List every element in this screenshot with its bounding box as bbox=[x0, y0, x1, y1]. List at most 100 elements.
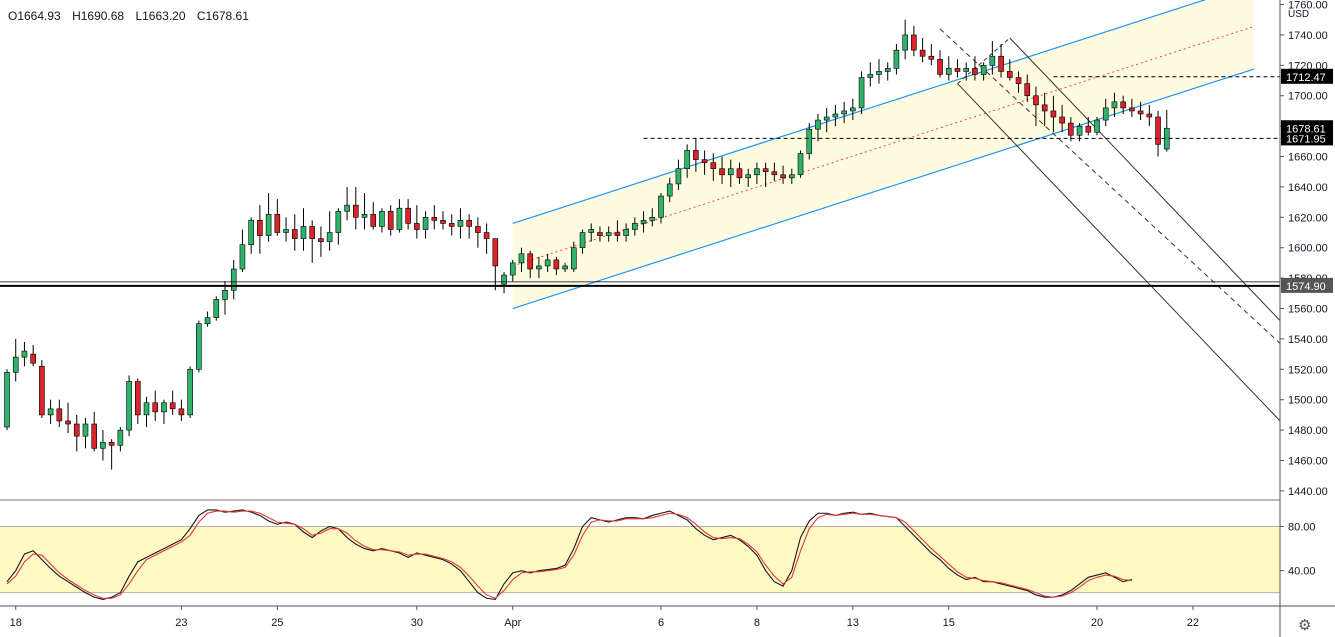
candle-body bbox=[570, 247, 577, 270]
candle-body bbox=[754, 168, 760, 176]
price-tick-label: 1760.00 bbox=[1288, 0, 1328, 12]
candle bbox=[954, 59, 961, 78]
candle-body bbox=[893, 49, 900, 69]
candle bbox=[536, 256, 542, 279]
candle-body bbox=[640, 220, 647, 224]
candle bbox=[414, 205, 420, 239]
pitchfork-upper-line bbox=[1009, 37, 1281, 321]
stoch-band bbox=[0, 526, 1280, 593]
candle-body bbox=[980, 65, 987, 75]
candle-body bbox=[379, 210, 385, 227]
price-tick-label: 1700.00 bbox=[1288, 91, 1328, 103]
candle-body bbox=[1033, 95, 1039, 106]
candle-body bbox=[152, 402, 159, 413]
price-tick-label: 1640.00 bbox=[1288, 182, 1328, 194]
candle-body bbox=[858, 77, 865, 109]
candle-body bbox=[1006, 71, 1013, 78]
candle bbox=[108, 439, 115, 470]
candle-body bbox=[605, 232, 612, 236]
candle bbox=[544, 253, 551, 273]
candle bbox=[736, 162, 743, 184]
candle-body bbox=[632, 223, 638, 230]
candle bbox=[213, 296, 220, 321]
candle-body bbox=[387, 210, 394, 230]
candle-body bbox=[65, 420, 71, 425]
candle bbox=[841, 101, 847, 124]
candle bbox=[56, 399, 63, 428]
candle bbox=[876, 59, 882, 84]
candle bbox=[850, 98, 856, 121]
candle-body bbox=[257, 220, 263, 236]
candle-body bbox=[806, 128, 813, 154]
candle bbox=[248, 217, 254, 254]
price-line-label: 1574.90 bbox=[1286, 281, 1326, 293]
candle bbox=[788, 168, 795, 184]
candle-body bbox=[1085, 125, 1092, 133]
candle bbox=[187, 366, 193, 418]
candle-body bbox=[501, 274, 507, 285]
candle bbox=[867, 62, 874, 87]
candle-body bbox=[126, 381, 132, 431]
price-lines-layer bbox=[0, 76, 1280, 287]
candle bbox=[335, 208, 342, 245]
time-tick-label: Apr bbox=[504, 617, 521, 629]
candle bbox=[1041, 92, 1048, 127]
candle bbox=[4, 369, 10, 431]
candle bbox=[649, 208, 656, 227]
candle-body bbox=[623, 229, 629, 236]
candle bbox=[579, 229, 586, 254]
candle bbox=[483, 223, 490, 254]
close-value: C1678.61 bbox=[196, 9, 249, 23]
candle-body bbox=[1041, 104, 1048, 112]
time-tick-label: 13 bbox=[847, 617, 859, 629]
candle-body bbox=[998, 55, 1004, 72]
price-tick-label: 1620.00 bbox=[1288, 212, 1328, 224]
price-tick-label: 1660.00 bbox=[1288, 152, 1328, 164]
candle bbox=[396, 199, 403, 233]
price-tick-label: 1460.00 bbox=[1288, 455, 1328, 467]
candle bbox=[457, 208, 464, 239]
candle bbox=[422, 211, 429, 239]
candle bbox=[12, 338, 19, 382]
price-tick-label: 1740.00 bbox=[1288, 30, 1328, 42]
candle bbox=[196, 320, 202, 373]
candle bbox=[675, 159, 682, 190]
candle bbox=[492, 238, 499, 291]
candle bbox=[274, 199, 281, 236]
candle bbox=[257, 205, 263, 254]
candle bbox=[1120, 95, 1126, 114]
candle-body bbox=[588, 229, 595, 233]
candle-body bbox=[509, 262, 516, 276]
candle-body bbox=[178, 408, 185, 416]
candle bbox=[126, 375, 132, 437]
stoch-tick-label: 80.00 bbox=[1288, 522, 1316, 534]
candle bbox=[326, 211, 333, 251]
candle-body bbox=[73, 423, 80, 437]
candle bbox=[911, 25, 917, 57]
candle-body bbox=[876, 71, 882, 75]
channel-upper-line bbox=[512, 0, 1207, 224]
low-value: L1663.20 bbox=[135, 9, 186, 23]
candle bbox=[143, 396, 150, 428]
candle-body bbox=[788, 174, 795, 179]
gear-icon[interactable]: ⚙ bbox=[1298, 616, 1312, 634]
candle bbox=[152, 390, 159, 421]
candle-body bbox=[1015, 77, 1022, 84]
candle bbox=[47, 399, 54, 425]
candle-body bbox=[1111, 101, 1118, 109]
candle-body bbox=[658, 195, 664, 218]
candle-body bbox=[91, 423, 97, 449]
candle-body bbox=[108, 441, 115, 446]
candle bbox=[684, 144, 690, 178]
candle-body bbox=[1129, 107, 1135, 112]
candle bbox=[1024, 74, 1031, 102]
candle-body bbox=[143, 402, 150, 416]
candle-body bbox=[169, 402, 176, 410]
candle bbox=[666, 177, 673, 203]
candle-body bbox=[518, 253, 525, 264]
candle bbox=[972, 56, 978, 81]
candle bbox=[815, 113, 821, 142]
candle-body bbox=[47, 408, 54, 416]
candle bbox=[1102, 98, 1109, 127]
